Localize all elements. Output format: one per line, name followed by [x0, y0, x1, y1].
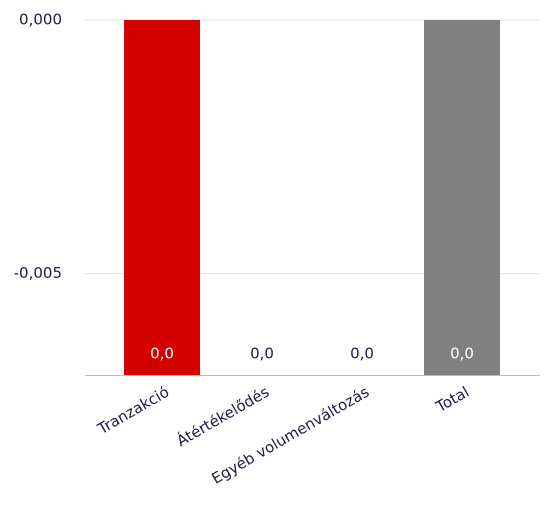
bar: [424, 20, 500, 375]
value-label: 0,0: [350, 345, 374, 363]
x-tick-label: Átértékelődés: [173, 382, 272, 450]
y-tick-label: 0,000: [19, 11, 62, 29]
value-label: 0,0: [150, 345, 174, 363]
bar: [124, 20, 200, 375]
y-tick-label: -0,005: [14, 264, 62, 282]
value-label: 0,0: [250, 345, 274, 363]
x-tick-label: Tranzakció: [94, 383, 172, 439]
value-label: 0,0: [450, 345, 474, 363]
x-tick-label: Egyéb volumenváltozás: [209, 383, 373, 488]
x-tick-label: Total: [432, 383, 472, 417]
